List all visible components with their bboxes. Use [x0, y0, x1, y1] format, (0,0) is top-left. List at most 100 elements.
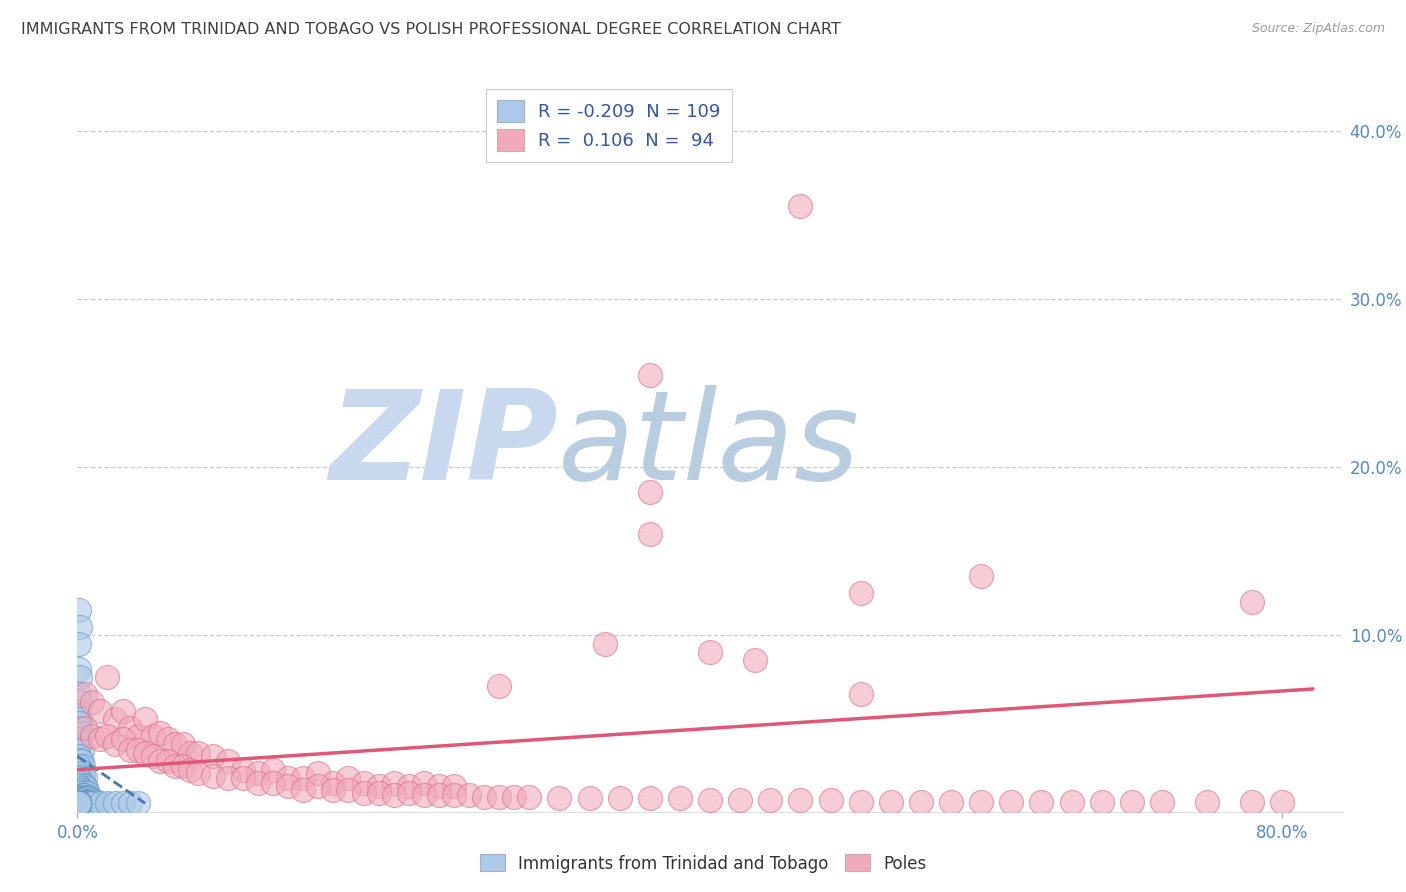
Point — [120, 742, 141, 756]
Point — [939, 795, 962, 809]
Point — [82, 695, 104, 709]
Point — [86, 795, 108, 809]
Point — [76, 786, 98, 800]
Point — [79, 795, 101, 809]
Point — [72, 788, 94, 802]
Point — [72, 782, 94, 797]
Point — [789, 199, 811, 213]
Point — [127, 729, 149, 743]
Point — [67, 797, 90, 811]
Point — [75, 789, 97, 804]
Point — [96, 797, 118, 811]
Point — [75, 781, 97, 796]
Point — [353, 776, 375, 790]
Point — [156, 732, 179, 747]
Point — [111, 704, 134, 718]
Point — [67, 797, 90, 811]
Point — [70, 776, 93, 790]
Point — [503, 789, 526, 804]
Point — [759, 793, 782, 807]
Point — [75, 795, 97, 809]
Point — [69, 793, 91, 807]
Point — [609, 791, 631, 805]
Point — [69, 670, 91, 684]
Text: atlas: atlas — [558, 385, 860, 507]
Point — [1121, 795, 1143, 809]
Text: ZIP: ZIP — [329, 385, 558, 507]
Point — [789, 793, 811, 807]
Point — [262, 763, 284, 777]
Point — [82, 729, 104, 743]
Point — [443, 788, 465, 802]
Text: IMMIGRANTS FROM TRINIDAD AND TOBAGO VS POLISH PROFESSIONAL DEGREE CORRELATION CH: IMMIGRANTS FROM TRINIDAD AND TOBAGO VS P… — [21, 22, 841, 37]
Point — [412, 788, 434, 802]
Point — [262, 776, 284, 790]
Point — [67, 797, 90, 811]
Point — [744, 653, 766, 667]
Point — [382, 788, 405, 802]
Point — [76, 791, 98, 805]
Point — [67, 797, 90, 811]
Point — [488, 789, 510, 804]
Point — [172, 738, 194, 752]
Point — [398, 786, 420, 800]
Point — [201, 769, 224, 783]
Point — [111, 797, 134, 811]
Point — [427, 780, 450, 794]
Point — [165, 759, 187, 773]
Point — [67, 797, 90, 811]
Point — [67, 780, 90, 794]
Point — [67, 797, 90, 811]
Point — [69, 695, 91, 709]
Point — [67, 797, 90, 811]
Point — [67, 797, 90, 811]
Point — [70, 725, 93, 739]
Point — [427, 788, 450, 802]
Point — [72, 759, 94, 773]
Point — [80, 797, 103, 811]
Point — [638, 368, 661, 382]
Point — [120, 797, 141, 811]
Point — [149, 725, 172, 739]
Point — [80, 793, 103, 807]
Point — [67, 789, 90, 804]
Point — [72, 791, 94, 805]
Point — [67, 797, 90, 811]
Point — [80, 795, 103, 809]
Point — [134, 746, 156, 760]
Point — [70, 788, 93, 802]
Point — [96, 729, 118, 743]
Point — [638, 527, 661, 541]
Point — [172, 759, 194, 773]
Point — [292, 771, 315, 785]
Point — [70, 782, 93, 797]
Point — [76, 797, 98, 811]
Point — [970, 569, 993, 583]
Point — [69, 721, 91, 735]
Point — [67, 797, 90, 811]
Point — [67, 797, 90, 811]
Point — [179, 763, 201, 777]
Point — [83, 795, 105, 809]
Point — [73, 721, 96, 735]
Point — [1000, 795, 1022, 809]
Point — [638, 485, 661, 500]
Point — [149, 754, 172, 768]
Point — [277, 780, 299, 794]
Point — [247, 776, 270, 790]
Point — [322, 776, 344, 790]
Point — [699, 793, 721, 807]
Point — [69, 753, 91, 767]
Point — [75, 784, 97, 798]
Point — [67, 797, 90, 811]
Point — [127, 797, 149, 811]
Point — [67, 793, 90, 807]
Point — [67, 704, 90, 718]
Point — [638, 791, 661, 805]
Point — [84, 795, 107, 809]
Point — [669, 791, 692, 805]
Point — [73, 780, 96, 794]
Point — [1197, 795, 1219, 809]
Point — [120, 721, 141, 735]
Point — [89, 704, 111, 718]
